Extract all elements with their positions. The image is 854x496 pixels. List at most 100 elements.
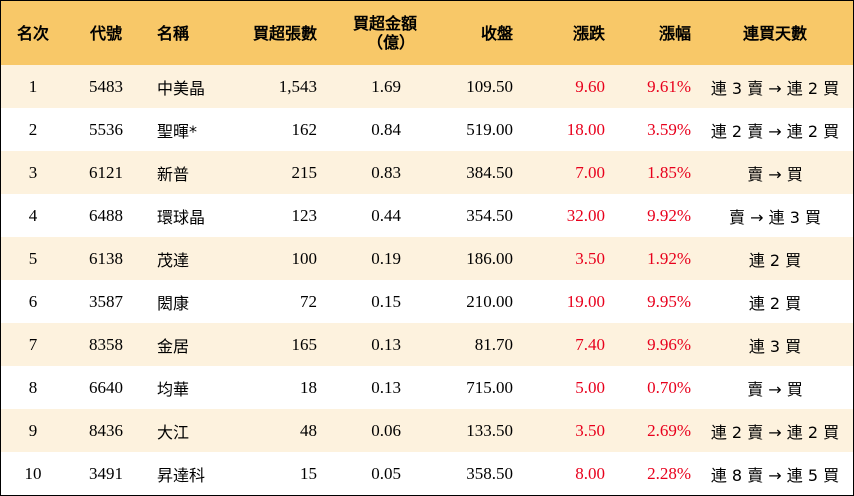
table-row[interactable]: 4 6488 環球晶 123 0.44 354.50 32.00 9.92% 賣 → 連 3 買 <box>1 194 853 237</box>
cell-code: 3491 <box>89 463 123 483</box>
header-net-amount-line2: （億） <box>366 33 415 52</box>
cell-close: 133.50 <box>466 420 513 440</box>
cell-change: 8.00 <box>575 463 605 483</box>
cell-rank: 8 <box>28 377 38 397</box>
cell-change: 32.00 <box>566 205 605 225</box>
cell-net-lots: 72 <box>300 291 317 311</box>
table-row[interactable]: 5 6138 茂達 100 0.19 186.00 3.50 1.92% 連 2 買 <box>1 237 853 280</box>
cell-streak: 連 2 賣 → 連 2 買 <box>710 121 840 141</box>
cell-code: 6121 <box>89 162 123 182</box>
cell-code: 3587 <box>89 291 123 311</box>
cell-name: 均華 <box>157 379 190 399</box>
cell-pct: 1.85% <box>647 162 691 182</box>
table-row[interactable]: 2 5536 聖暉* 162 0.84 519.00 18.00 3.59% 連 2 賣 → 連… <box>1 108 853 151</box>
cell-net-amount: 0.13 <box>371 377 401 397</box>
cell-close: 210.00 <box>466 291 513 311</box>
header-change[interactable]: 漲跌 <box>572 23 605 43</box>
cell-streak: 連 3 買 <box>748 336 802 356</box>
table-row[interactable]: 6 3587 閎康 72 0.15 210.00 19.00 9.95% 連 2 買 <box>1 280 853 323</box>
cell-name: 昇達科 <box>157 465 206 485</box>
cell-pct: 9.95% <box>647 291 691 311</box>
cell-rank: 9 <box>28 420 38 440</box>
cell-pct: 1.92% <box>647 248 691 268</box>
cell-close: 358.50 <box>466 463 513 483</box>
header-net-amount-line1: 買超金額 <box>352 14 417 33</box>
cell-name: 環球晶 <box>157 207 206 227</box>
cell-code: 5536 <box>89 119 123 139</box>
table-body: 1 5483 中美晶 1,543 1.69 109.50 9.60 9.61% 連 3 賣 → … <box>1 65 853 495</box>
cell-net-lots: 48 <box>300 420 317 440</box>
table-row[interactable]: 7 8358 金居 165 0.13 81.70 7.40 9.96% 連 3 買 <box>1 323 853 366</box>
cell-streak: 連 2 買 <box>748 250 802 270</box>
cell-net-amount: 0.84 <box>371 119 401 139</box>
cell-streak: 連 8 賣 → 連 5 買 <box>710 465 840 485</box>
cell-name: 茂達 <box>157 250 190 270</box>
cell-streak: 連 3 賣 → 連 2 買 <box>710 78 840 98</box>
cell-net-lots: 100 <box>291 248 318 268</box>
cell-code: 8358 <box>89 334 123 354</box>
table-row[interactable]: 1 5483 中美晶 1,543 1.69 109.50 9.60 9.61% 連 3 賣 → … <box>1 65 853 108</box>
cell-net-lots: 1,543 <box>278 76 317 96</box>
cell-pct: 0.70% <box>647 377 691 397</box>
cell-streak: 賣 → 買 <box>747 379 803 399</box>
cell-name: 聖暉* <box>157 121 198 141</box>
cell-code: 8436 <box>89 420 123 440</box>
header-rank[interactable]: 名次 <box>16 23 49 43</box>
cell-close: 354.50 <box>466 205 513 225</box>
cell-net-lots: 18 <box>300 377 317 397</box>
cell-code: 6640 <box>89 377 123 397</box>
cell-name: 閎康 <box>157 293 190 313</box>
header-net-amount[interactable]: 買超金額 （億） <box>323 1 423 65</box>
cell-rank: 10 <box>24 463 42 483</box>
cell-pct: 9.96% <box>647 334 691 354</box>
cell-pct: 3.59% <box>647 119 691 139</box>
cell-net-amount: 0.44 <box>371 205 401 225</box>
cell-change: 19.00 <box>566 291 605 311</box>
cell-name: 大江 <box>157 422 190 442</box>
cell-rank: 7 <box>28 334 38 354</box>
cell-close: 109.50 <box>466 76 513 96</box>
header-net-lots[interactable]: 買超張數 <box>252 23 317 43</box>
header-streak[interactable]: 連買天數 <box>742 23 807 43</box>
header-name[interactable]: 名稱 <box>157 23 190 43</box>
cell-change: 7.00 <box>575 162 605 182</box>
cell-net-lots: 15 <box>300 463 317 483</box>
table-row[interactable]: 8 6640 均華 18 0.13 715.00 5.00 0.70% 賣 → 買 <box>1 366 853 409</box>
cell-name: 新普 <box>157 164 190 184</box>
cell-change: 18.00 <box>566 119 605 139</box>
table-header: 名次 代號 名稱 買超張數 買超金額 （億） 收盤 漲跌 漲幅 連買天數 <box>1 1 853 65</box>
cell-pct: 9.61% <box>647 76 691 96</box>
cell-rank: 3 <box>28 162 38 182</box>
cell-change: 7.40 <box>575 334 605 354</box>
cell-pct: 2.69% <box>647 420 691 440</box>
cell-rank: 1 <box>28 76 38 96</box>
cell-name: 中美晶 <box>157 78 206 98</box>
table-row[interactable]: 10 3491 昇達科 15 0.05 358.50 8.00 2.28% 連 8 賣 → 連 … <box>1 452 853 495</box>
table-row[interactable]: 9 8436 大江 48 0.06 133.50 3.50 2.69% 連 2 賣 → 連 2 … <box>1 409 853 452</box>
header-code[interactable]: 代號 <box>89 23 122 43</box>
cell-streak: 連 2 買 <box>748 293 802 313</box>
cell-close: 519.00 <box>466 119 513 139</box>
header-close[interactable]: 收盤 <box>480 23 513 43</box>
cell-streak: 賣 → 買 <box>747 164 803 184</box>
header-pct[interactable]: 漲幅 <box>658 23 691 43</box>
cell-net-amount: 0.05 <box>371 463 401 483</box>
cell-code: 6488 <box>89 205 123 225</box>
cell-net-amount: 0.13 <box>371 334 401 354</box>
cell-net-amount: 0.19 <box>371 248 401 268</box>
cell-rank: 5 <box>28 248 38 268</box>
cell-net-lots: 162 <box>291 119 318 139</box>
cell-close: 186.00 <box>466 248 513 268</box>
cell-change: 9.60 <box>575 76 605 96</box>
cell-pct: 9.92% <box>647 205 691 225</box>
cell-change: 3.50 <box>575 420 605 440</box>
table-row[interactable]: 3 6121 新普 215 0.83 384.50 7.00 1.85% 賣 → 買 <box>1 151 853 194</box>
cell-pct: 2.28% <box>647 463 691 483</box>
cell-change: 3.50 <box>575 248 605 268</box>
cell-change: 5.00 <box>575 377 605 397</box>
cell-rank: 6 <box>28 291 38 311</box>
cell-code: 5483 <box>89 76 123 96</box>
cell-close: 715.00 <box>466 377 513 397</box>
cell-name: 金居 <box>157 336 190 356</box>
